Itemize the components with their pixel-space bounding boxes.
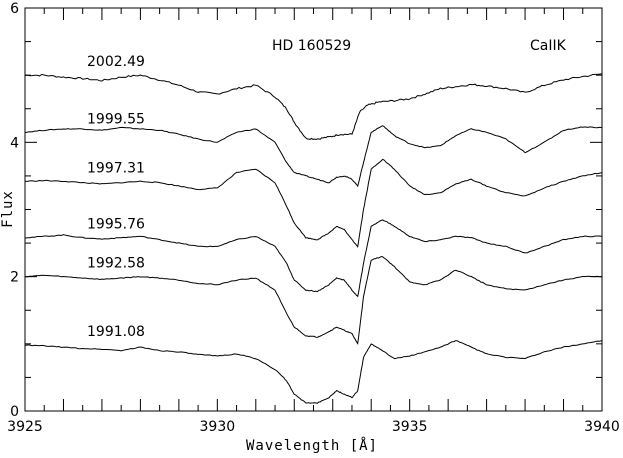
chart-title: HD 160529	[272, 38, 351, 54]
y-tick-label: 2	[10, 270, 19, 286]
y-axis-label: Flux	[0, 190, 16, 228]
series-label: 1992.58	[87, 256, 145, 272]
series-line	[24, 340, 603, 404]
series-lines	[24, 73, 603, 404]
y-tick-label: 6	[10, 1, 19, 17]
series-labels: 2002.49 1999.55 1997.31 1995.76 1992.58 1991.…	[87, 54, 145, 340]
x-tick-label: 3940	[584, 419, 620, 435]
series-line	[24, 158, 603, 248]
series-line	[24, 125, 603, 188]
series-line	[24, 73, 603, 141]
axis-tick-labels: 3925 3930 3935 3940 0 2 4 6	[7, 1, 620, 435]
x-axis-label: Wavelength [Å]	[246, 437, 378, 454]
x-tick-label: 3930	[200, 419, 236, 435]
x-tick-label: 3935	[392, 419, 428, 435]
x-tick-label: 3925	[7, 419, 43, 435]
series-line	[24, 255, 602, 345]
series-label: 1999.55	[87, 111, 145, 127]
chart-subtitle: CaIIK	[530, 38, 567, 54]
series-label: 1991.08	[87, 324, 145, 340]
series-label: 1995.76	[87, 217, 145, 233]
series-label: 1997.31	[87, 160, 145, 176]
y-tick-label: 4	[10, 135, 19, 151]
series-line	[24, 219, 603, 298]
series-label: 2002.49	[87, 54, 145, 70]
y-tick-label: 0	[10, 404, 19, 420]
